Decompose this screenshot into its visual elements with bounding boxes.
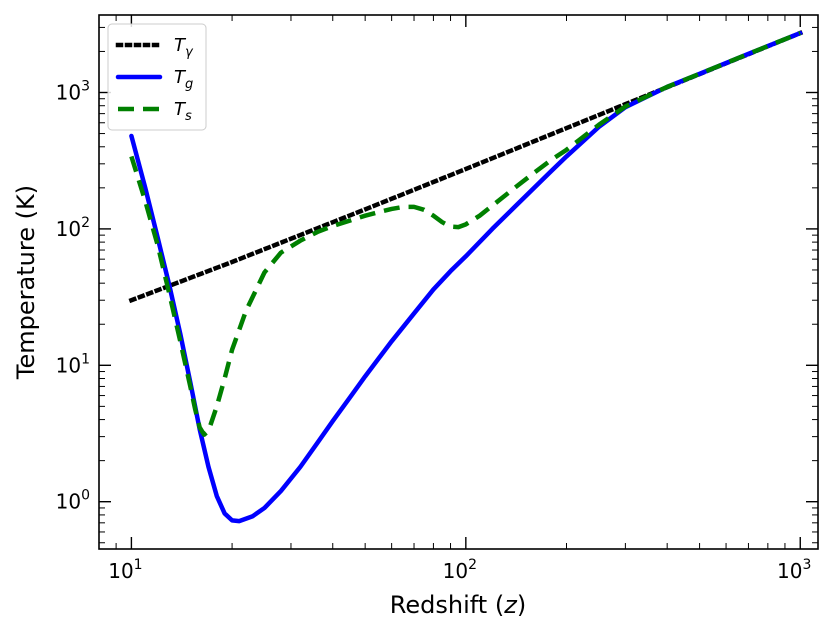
x-tick-label: 103: [777, 557, 811, 583]
x-axis-title: Redshift (z): [390, 591, 526, 619]
x-tick-label: 101: [108, 557, 142, 583]
y-tick-label: 102: [56, 215, 90, 241]
y-tick-label: 100: [56, 488, 90, 514]
y-axis-title: Temperature (K): [12, 185, 40, 380]
series-line-s: [129, 30, 802, 437]
x-tick-label: 102: [443, 557, 477, 583]
series-line-g: [129, 30, 803, 524]
y-tick-label: 103: [56, 79, 90, 105]
y-tick-label: 101: [56, 351, 90, 377]
plot-frame: [98, 14, 819, 550]
series-layer: [128, 30, 804, 524]
ticks-layer: 101 102 103 100 101 102 103: [56, 15, 818, 583]
